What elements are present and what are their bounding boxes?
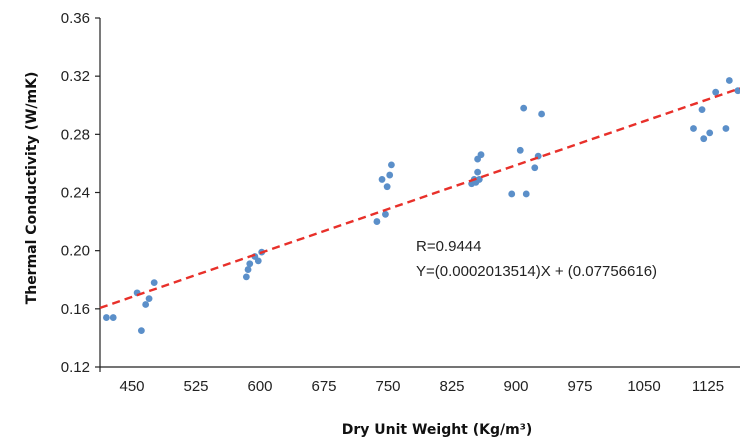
x-tick-label: 525 xyxy=(183,378,208,395)
trendline-group xyxy=(99,87,740,310)
data-point xyxy=(520,104,528,112)
data-point xyxy=(508,190,516,198)
data-point xyxy=(522,190,530,198)
trendline xyxy=(99,87,740,310)
x-tick-label: 975 xyxy=(567,378,592,395)
x-tick-label: 750 xyxy=(375,378,400,395)
data-point xyxy=(474,168,481,176)
data-point xyxy=(142,301,150,308)
data-point xyxy=(109,314,117,321)
data-point xyxy=(706,129,714,137)
data-point xyxy=(378,176,386,183)
data-point xyxy=(388,161,395,169)
x-tick-label: 675 xyxy=(311,378,336,395)
data-point xyxy=(242,273,250,281)
y-tick-label: 0.12 xyxy=(61,359,90,376)
x-axis-title: Dry Unit Weight (Kg/m³) xyxy=(342,422,533,438)
plot-frame xyxy=(99,18,740,372)
data-point xyxy=(477,151,485,159)
x-tick-label: 600 xyxy=(247,378,272,395)
y-tick-label: 0.32 xyxy=(61,68,90,85)
data-point xyxy=(383,183,391,191)
x-tick-label: 1050 xyxy=(627,378,660,395)
data-point xyxy=(538,110,545,118)
x-tick-label: 825 xyxy=(439,378,464,395)
x-tick-label: 1125 xyxy=(692,378,724,395)
y-tick-label: 0.16 xyxy=(61,301,90,318)
data-point xyxy=(254,257,262,265)
y-tick-label: 0.20 xyxy=(61,243,90,260)
data-point xyxy=(246,260,254,268)
data-point xyxy=(244,266,252,273)
data-point xyxy=(382,210,389,218)
data-point xyxy=(690,125,697,132)
data-point xyxy=(373,218,381,225)
data-point xyxy=(734,87,740,95)
data-points xyxy=(103,77,740,335)
data-point xyxy=(386,171,394,179)
y-tick-label: 0.36 xyxy=(61,10,90,27)
data-point xyxy=(145,295,153,303)
data-point xyxy=(700,135,708,143)
x-tick-label: 900 xyxy=(503,378,528,395)
x-tick-label: 450 xyxy=(119,378,144,395)
data-point xyxy=(475,176,483,183)
annotation-r-value: R=0.9444 xyxy=(416,238,481,255)
data-point xyxy=(150,279,158,287)
x-tick-labels: 450 525 600 675 750 825 900 975 1050 1125 xyxy=(119,378,724,395)
data-point xyxy=(516,146,524,154)
annotation-equation: Y=(0.0002013514)X + (0.07756616) xyxy=(416,263,657,280)
data-point xyxy=(137,327,145,335)
data-point xyxy=(725,77,733,84)
y-tick-label: 0.28 xyxy=(61,126,90,143)
data-point xyxy=(531,164,539,172)
y-tick-labels: 0.12 0.16 0.20 0.24 0.28 0.32 0.36 xyxy=(61,10,100,376)
y-axis-title: Thermal Conductivity (W/mK) xyxy=(24,72,40,305)
y-tick-label: 0.24 xyxy=(61,185,90,202)
data-point xyxy=(698,106,706,114)
data-point xyxy=(722,125,730,132)
data-point xyxy=(103,314,110,321)
data-point xyxy=(712,88,720,96)
